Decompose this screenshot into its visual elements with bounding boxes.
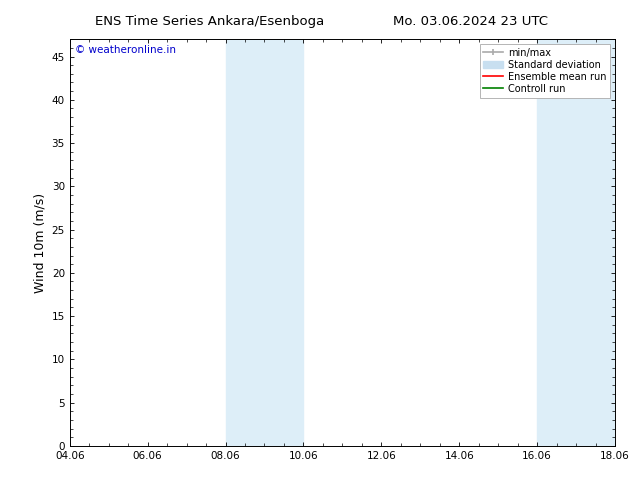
Text: ENS Time Series Ankara/Esenboga: ENS Time Series Ankara/Esenboga	[95, 15, 325, 28]
Bar	[226, 39, 304, 446]
Bar	[537, 39, 615, 446]
Legend: min/max, Standard deviation, Ensemble mean run, Controll run: min/max, Standard deviation, Ensemble me…	[479, 44, 610, 98]
Y-axis label: Wind 10m (m/s): Wind 10m (m/s)	[33, 193, 46, 293]
Text: Mo. 03.06.2024 23 UTC: Mo. 03.06.2024 23 UTC	[393, 15, 548, 28]
Text: © weatheronline.in: © weatheronline.in	[75, 45, 176, 55]
